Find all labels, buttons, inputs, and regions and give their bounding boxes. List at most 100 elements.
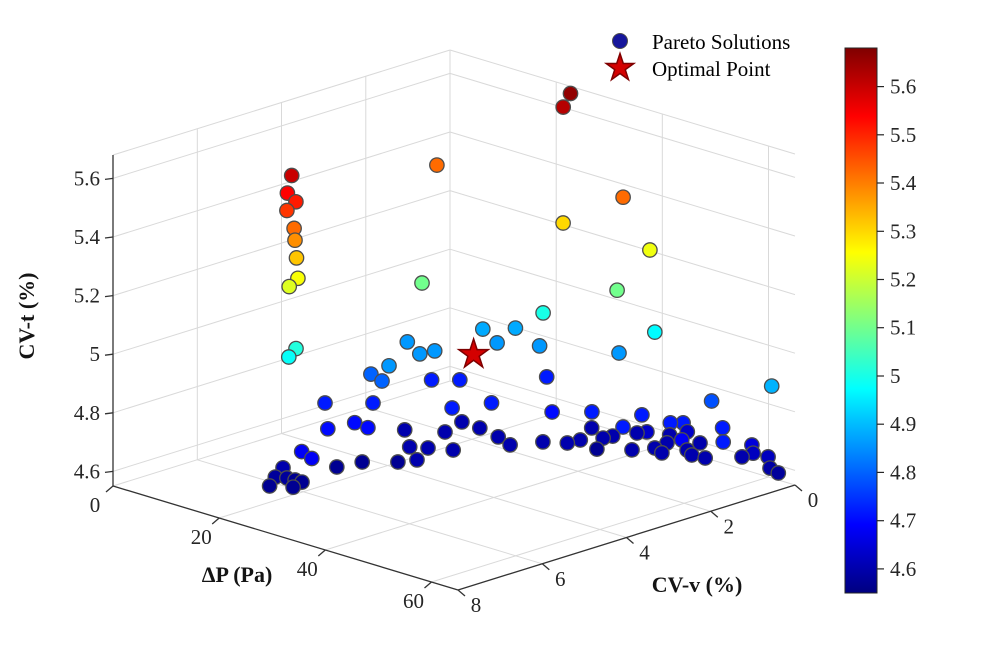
y-tick-label: 0	[808, 488, 819, 512]
pareto-point	[634, 407, 650, 423]
pareto-point	[390, 454, 406, 470]
x-tick-mark	[424, 581, 432, 589]
z-tick-label: 4.6	[74, 459, 100, 483]
z-tick-label: 4.8	[74, 401, 100, 425]
z-tick-label: 5.4	[74, 225, 101, 249]
pareto-point	[697, 450, 714, 466]
pareto-point	[683, 447, 700, 463]
y-tick-label: 6	[555, 567, 566, 591]
y-tick-label: 8	[471, 593, 482, 617]
x-axis-label: ΔP (Pa)	[202, 562, 273, 587]
z-tick-mark	[104, 294, 114, 298]
pareto-point	[285, 479, 301, 496]
colorbar-tick-label: 4.6	[890, 557, 916, 581]
x-tick-mark	[317, 549, 326, 557]
tick-marks	[104, 177, 803, 597]
z-tick-label: 5.2	[74, 284, 100, 308]
optimal-point-legend-label: Optimal Point	[652, 57, 771, 81]
grid-line-z-rightwall	[449, 190, 796, 296]
pareto-point	[411, 346, 428, 362]
colorbar-tick-label: 5.2	[890, 268, 916, 292]
colorbar	[844, 47, 878, 594]
pareto-point	[615, 189, 631, 206]
pareto-point	[615, 419, 631, 435]
grid-line-y-floor	[365, 406, 711, 512]
y-tick-mark	[710, 510, 719, 518]
pareto-point	[360, 419, 376, 436]
pareto-point	[646, 324, 663, 340]
pareto-point	[471, 420, 488, 436]
pareto-point	[317, 395, 333, 411]
pareto-point	[363, 366, 379, 382]
pareto-point	[611, 345, 627, 361]
pareto-point	[703, 393, 720, 409]
colorbar-ticks: 4.6 4.7 4.8 4.9 5 5.1 5.2 5.3 5.4 5.5 5.6	[877, 75, 917, 581]
colorbar-tick-label: 4.8	[890, 460, 916, 484]
z-tick-label: 5.6	[74, 166, 100, 190]
pareto-point	[490, 429, 507, 445]
pareto-solutions-legend-marker	[612, 33, 628, 49]
pareto-point	[451, 372, 468, 388]
grid-lines	[112, 49, 796, 583]
z-tick-label: 5	[90, 342, 101, 366]
pareto-point	[280, 349, 297, 365]
pareto-point	[281, 278, 298, 295]
pareto-point	[414, 275, 430, 291]
pareto-point	[555, 99, 572, 115]
grid-line-y-floor	[281, 433, 627, 538]
y-axis-label: CV-v (%)	[652, 572, 743, 597]
pareto-point	[429, 157, 445, 173]
legend: Pareto Solutions Optimal Point	[603, 30, 790, 82]
pareto-point	[374, 373, 390, 389]
pareto-point	[629, 425, 645, 441]
pareto-point	[714, 419, 731, 436]
pareto-point	[288, 250, 305, 266]
z-tick-mark	[104, 177, 114, 181]
pareto-point	[396, 422, 413, 438]
x-tick-label: 40	[297, 557, 318, 581]
pareto-point	[609, 282, 625, 299]
pareto-point	[531, 338, 548, 354]
pareto-point	[474, 321, 491, 337]
pareto-point	[423, 372, 440, 388]
pareto-point	[354, 454, 371, 470]
x-tick-label: 20	[191, 525, 212, 549]
z-tick-mark	[104, 353, 114, 356]
pareto-point	[584, 404, 600, 420]
pareto-point	[770, 465, 787, 481]
z-tick-mark	[104, 236, 114, 239]
pareto-point	[535, 434, 551, 450]
optimal-point-legend-marker	[603, 51, 637, 82]
colorbar-tick-label: 4.7	[890, 509, 916, 533]
axis-lines	[112, 155, 796, 591]
pareto-point	[454, 414, 470, 430]
colorbar-tick-label: 5	[890, 364, 901, 388]
x-tick-mark	[105, 485, 114, 493]
pareto-point	[572, 432, 589, 448]
pareto-point	[283, 167, 300, 184]
optimal-point-marker	[456, 336, 491, 369]
colorbar-tick-label: 5.1	[890, 316, 916, 340]
y-tick-mark	[794, 484, 803, 492]
y-tick-mark	[457, 589, 466, 597]
pareto-point	[489, 335, 505, 351]
pareto-point	[624, 442, 640, 458]
y-tick-mark	[626, 537, 634, 544]
pareto-point	[763, 378, 780, 394]
pareto-point	[437, 424, 453, 440]
grid-line-y-floor	[197, 459, 543, 565]
colorbar-tick-label: 5.5	[890, 123, 916, 147]
pareto-point	[346, 414, 363, 431]
pareto-point	[409, 452, 425, 468]
pareto-point	[328, 459, 345, 475]
x-tick-label: 60	[403, 589, 424, 613]
y-tick-label: 4	[639, 541, 650, 565]
pareto-point	[399, 334, 416, 350]
pareto-point	[583, 420, 600, 436]
pareto-point	[444, 400, 460, 416]
pareto-point	[279, 202, 295, 219]
pareto-point	[287, 232, 303, 249]
colorbar-tick-label: 5.3	[890, 219, 916, 243]
